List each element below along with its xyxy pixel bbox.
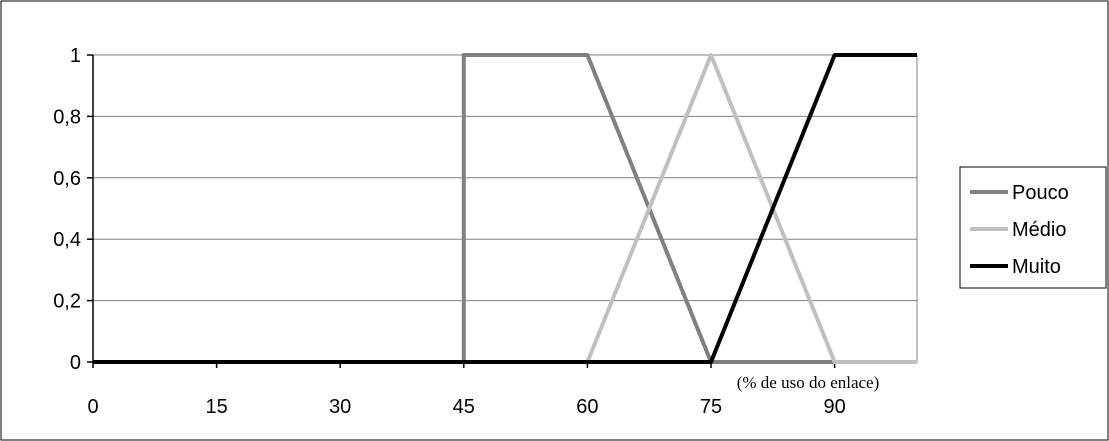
y-tick-label: 0,2 xyxy=(53,291,81,313)
series-lines xyxy=(93,53,917,364)
x-tick-label: 45 xyxy=(453,396,475,418)
x-tick-label: 60 xyxy=(576,396,598,418)
tick-labels: 0 0,2 0,4 0,6 0,8 1 0 15 30 45 60 75 90 xyxy=(53,45,846,418)
x-axis-label: (% de uso do enlace) xyxy=(737,373,880,392)
x-tick-label: 15 xyxy=(205,396,227,418)
y-tick-label: 0 xyxy=(70,352,81,374)
y-tick-label: 0,6 xyxy=(53,168,81,190)
legend: Pouco Médio Muito xyxy=(959,166,1107,289)
legend-label: Muito xyxy=(1012,256,1061,278)
y-tick-label: 1 xyxy=(70,45,81,67)
x-tick-label: 30 xyxy=(329,396,351,418)
x-tick-label: 75 xyxy=(700,396,722,418)
x-tick-label: 90 xyxy=(823,396,845,418)
legend-label: Pouco xyxy=(1012,182,1069,204)
x-tick-label: 0 xyxy=(87,396,98,418)
y-tick-label: 0,8 xyxy=(53,106,81,128)
y-tick-label: 0,4 xyxy=(53,229,81,251)
legend-label: Médio xyxy=(1012,219,1066,241)
series-line-muito xyxy=(93,53,917,364)
